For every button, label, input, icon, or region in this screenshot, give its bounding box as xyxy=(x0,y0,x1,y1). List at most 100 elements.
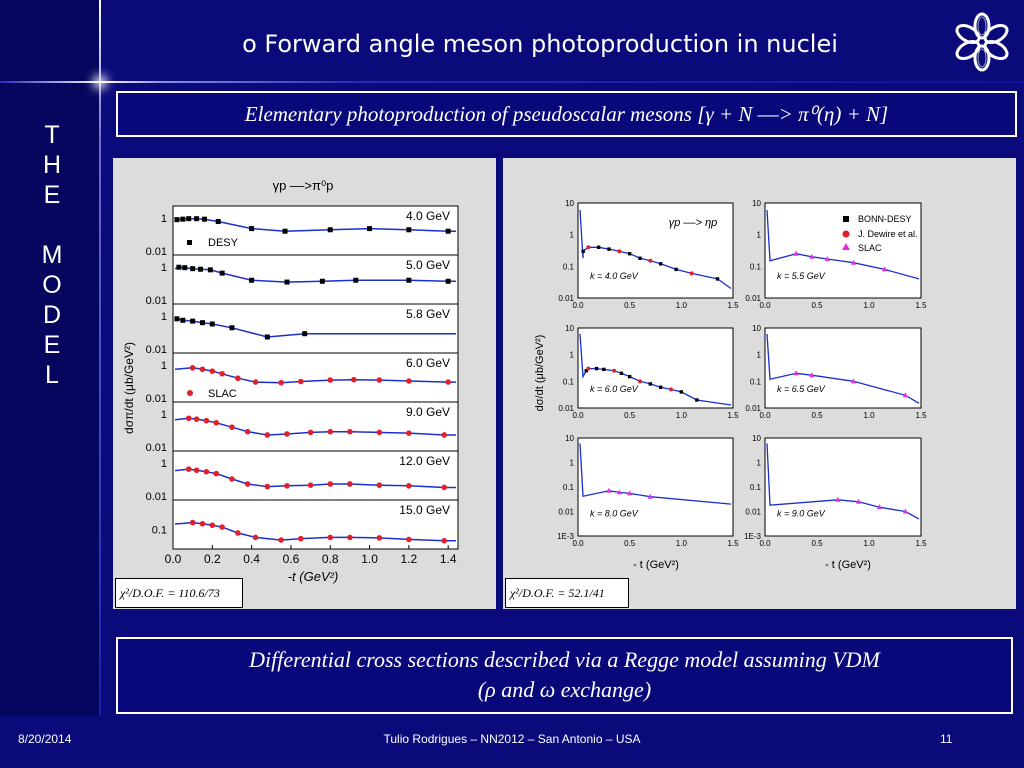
slac-point xyxy=(307,429,314,436)
slac-point xyxy=(278,537,284,543)
right-panel-energy-label: k = 5.5 GeV xyxy=(777,271,826,281)
desy-legend-marker xyxy=(187,240,192,245)
slac-point xyxy=(441,537,448,544)
bonn-desy-point xyxy=(648,382,653,386)
slac-eta-point xyxy=(850,378,856,384)
desy-point xyxy=(445,228,451,234)
left-y-axis-title: dσπ/dt (μb/GeV²) xyxy=(122,342,136,434)
left-panel-energy-label: 12.0 GeV xyxy=(399,454,450,468)
right-y-axis-title: dσ/dt (μb/GeV²) xyxy=(534,335,546,412)
slac-point xyxy=(209,522,216,529)
right-y-tick-label: 1E-3 xyxy=(557,532,574,541)
desy-point xyxy=(406,277,412,283)
slac-point xyxy=(406,430,412,436)
side-letter: O xyxy=(42,271,62,299)
slac-point xyxy=(376,535,383,541)
desy-point xyxy=(319,278,325,284)
dewire-point xyxy=(689,271,694,276)
elementary-box: Elementary photoproduction of pseudoscal… xyxy=(116,91,1017,137)
slac-eta-point xyxy=(809,253,815,259)
right-x-tick-label: 0.5 xyxy=(624,301,636,310)
description-box: Differential cross sections described vi… xyxy=(116,637,1013,714)
slac-point xyxy=(235,530,241,536)
side-letter: E xyxy=(43,331,61,359)
desy-legend-label: DESY xyxy=(208,237,239,249)
slac-point xyxy=(347,428,353,435)
chi2-right: χ²/D.O.F. = 52.1/41 xyxy=(505,578,629,608)
slac-point xyxy=(199,520,206,527)
left-y-tick-label: 0.01 xyxy=(146,491,167,503)
left-y-tick-label: 1 xyxy=(161,458,167,470)
right-panel-energy-label: k = 4.0 GeV xyxy=(590,271,639,281)
left-model-curve xyxy=(174,317,456,338)
bonn-desy-point xyxy=(715,277,720,281)
desy-point xyxy=(174,316,180,322)
chi2-left: χ²/D.O.F. = 110.6/73 xyxy=(115,578,243,608)
slac-point xyxy=(284,483,290,489)
slac-point xyxy=(252,534,259,541)
desy-point xyxy=(186,216,192,222)
left-panel-energy-label: 5.0 GeV xyxy=(406,258,450,272)
slac-eta-point xyxy=(616,489,622,495)
slac-point xyxy=(297,535,304,542)
slac-point xyxy=(219,524,225,530)
right-y-tick-label: 0.1 xyxy=(563,262,575,271)
right-y-tick-label: 10 xyxy=(752,199,761,208)
right-x-tick-label: 0.5 xyxy=(624,411,636,420)
left-panel-frame xyxy=(172,352,459,403)
bonn-desy-point xyxy=(584,369,588,373)
dewire-point xyxy=(669,387,673,392)
slac-point xyxy=(199,366,206,373)
slac-eta-point xyxy=(824,256,830,262)
bonn-desy-point xyxy=(658,385,663,389)
desy-point xyxy=(198,266,204,272)
slac-eta-point xyxy=(647,493,653,499)
description-line-1: Differential cross sections described vi… xyxy=(249,647,880,672)
dewire-point xyxy=(612,368,617,373)
left-y-tick-label: 1 xyxy=(161,311,167,323)
desy-point xyxy=(229,325,235,331)
left-model-curve xyxy=(174,417,456,436)
slac-point xyxy=(406,536,412,543)
dewire-point xyxy=(648,258,653,263)
desy-point xyxy=(327,227,333,233)
sparkle xyxy=(99,81,101,83)
right-y-tick-label: 10 xyxy=(752,324,761,333)
left-x-tick-label: 1.2 xyxy=(401,552,418,566)
left-y-tick-label: 0.01 xyxy=(146,442,167,454)
horizontal-rule xyxy=(0,81,1024,83)
slac-point xyxy=(193,467,200,474)
left-panel-energy-label: 5.8 GeV xyxy=(406,307,450,321)
left-x-tick-label: 0.0 xyxy=(165,552,182,566)
right-panel-energy-label: k = 8.0 GeV xyxy=(590,508,639,518)
left-panel-energy-label: 9.0 GeV xyxy=(406,405,450,419)
left-x-tick-label: 0.4 xyxy=(243,552,260,566)
desy-point xyxy=(264,334,270,340)
left-y-tick-label: 0.01 xyxy=(146,393,167,405)
right-y-tick-label: 0.1 xyxy=(750,483,762,492)
left-y-tick-label: 1 xyxy=(161,360,167,372)
right-panel-frame xyxy=(764,437,922,537)
desy-point xyxy=(284,279,290,285)
slac-point xyxy=(376,429,383,436)
left-band xyxy=(0,0,100,715)
right-x-axis-title: - t (GeV²) xyxy=(825,559,871,571)
slac-eta-point xyxy=(835,496,841,502)
right-panel-frame xyxy=(577,327,734,409)
slac-point xyxy=(327,428,334,435)
left-x-tick-label: 1.0 xyxy=(361,552,378,566)
desy-point xyxy=(201,216,207,222)
right-x-tick-label: 0.0 xyxy=(759,411,771,420)
desy-point xyxy=(406,227,412,233)
left-x-tick-label: 1.4 xyxy=(440,552,457,566)
left-y-tick-label: 0.1 xyxy=(152,525,167,537)
right-x-tick-label: 0.0 xyxy=(572,301,584,310)
slac-eta-point xyxy=(882,266,888,272)
bonn-desy-point xyxy=(607,247,611,251)
right-y-tick-label: 1 xyxy=(757,231,762,240)
right-x-tick-label: 1.0 xyxy=(676,539,688,548)
right-y-tick-label: 10 xyxy=(565,434,574,443)
desy-point xyxy=(180,317,186,323)
slac-point xyxy=(441,484,448,491)
